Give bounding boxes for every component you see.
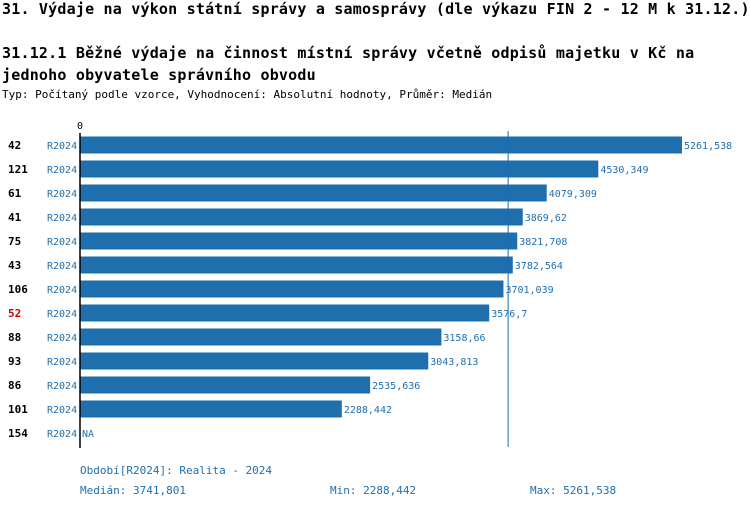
row-period-label: R2024 — [47, 141, 77, 152]
bar — [80, 136, 682, 154]
footer-max: Max: 5261,538 — [530, 484, 617, 497]
chart-type-line: Typ: Počítaný podle vzorce, Vyhodnocení:… — [2, 88, 493, 101]
bar — [80, 280, 504, 298]
bar — [80, 208, 523, 226]
bar-value-label: 5261,538 — [684, 141, 732, 152]
row-id-label: 52 — [8, 307, 21, 320]
bar — [80, 400, 342, 418]
row-id-label: 93 — [8, 355, 21, 368]
row-period-label: R2024 — [47, 261, 77, 272]
axis-zero-label: 0 — [77, 121, 83, 132]
row-period-label: R2024 — [47, 285, 77, 296]
bar-value-label: 3158,66 — [443, 333, 485, 344]
row-period-label: R2024 — [47, 213, 77, 224]
page-title: 31. Výdaje na výkon státní správy a samo… — [2, 0, 750, 18]
bar-value-label: 3869,62 — [525, 213, 567, 224]
row-id-label: 101 — [8, 403, 28, 416]
bar — [80, 328, 442, 346]
bar — [80, 376, 371, 394]
bar-value-label: 2288,442 — [344, 405, 392, 416]
row-period-label: R2024 — [47, 405, 77, 416]
bar — [80, 304, 490, 322]
bar-value-label: 2535,636 — [372, 381, 420, 392]
row-period-label: R2024 — [47, 165, 77, 176]
row-id-label: 154 — [8, 427, 28, 440]
bar — [80, 232, 518, 250]
row-id-label: 42 — [8, 139, 21, 152]
bar-value-label: 4530,349 — [600, 165, 648, 176]
row-period-label: R2024 — [47, 333, 77, 344]
row-period-label: R2024 — [47, 357, 77, 368]
bar — [80, 184, 547, 202]
row-id-label: 106 — [8, 283, 28, 296]
row-period-label: R2024 — [47, 237, 77, 248]
bar — [80, 352, 429, 370]
bar-value-label: 3701,039 — [505, 285, 553, 296]
row-period-label: R2024 — [47, 381, 77, 392]
bar-value-label: 3782,564 — [515, 261, 563, 272]
row-id-label: 86 — [8, 379, 22, 392]
chart-subtitle: 31.12.1 Běžné výdaje na činnost místní s… — [2, 44, 695, 84]
row-period-label: R2024 — [47, 189, 77, 200]
row-id-label: 41 — [8, 211, 22, 224]
bar-value-label: 3576,7 — [491, 309, 527, 320]
row-id-label: 43 — [8, 259, 21, 272]
bar — [80, 256, 513, 274]
row-period-label: R2024 — [47, 429, 77, 440]
row-id-label: 121 — [8, 163, 28, 176]
bar — [80, 160, 599, 178]
row-period-label: R2024 — [47, 309, 77, 320]
bar-value-label: 4079,309 — [549, 189, 597, 200]
row-id-label: 75 — [8, 235, 21, 248]
footer-min: Min: 2288,442 — [330, 484, 417, 497]
bar-value-label: 3043,813 — [430, 357, 478, 368]
footer-median: Medián: 3741,801 — [80, 484, 186, 497]
row-id-label: 88 — [8, 331, 21, 344]
row-id-label: 61 — [8, 187, 22, 200]
footer-period: Období[R2024]: Realita - 2024 — [80, 464, 273, 477]
bar-value-label: 3821,708 — [519, 237, 567, 248]
bar-value-label: NA — [82, 429, 94, 440]
